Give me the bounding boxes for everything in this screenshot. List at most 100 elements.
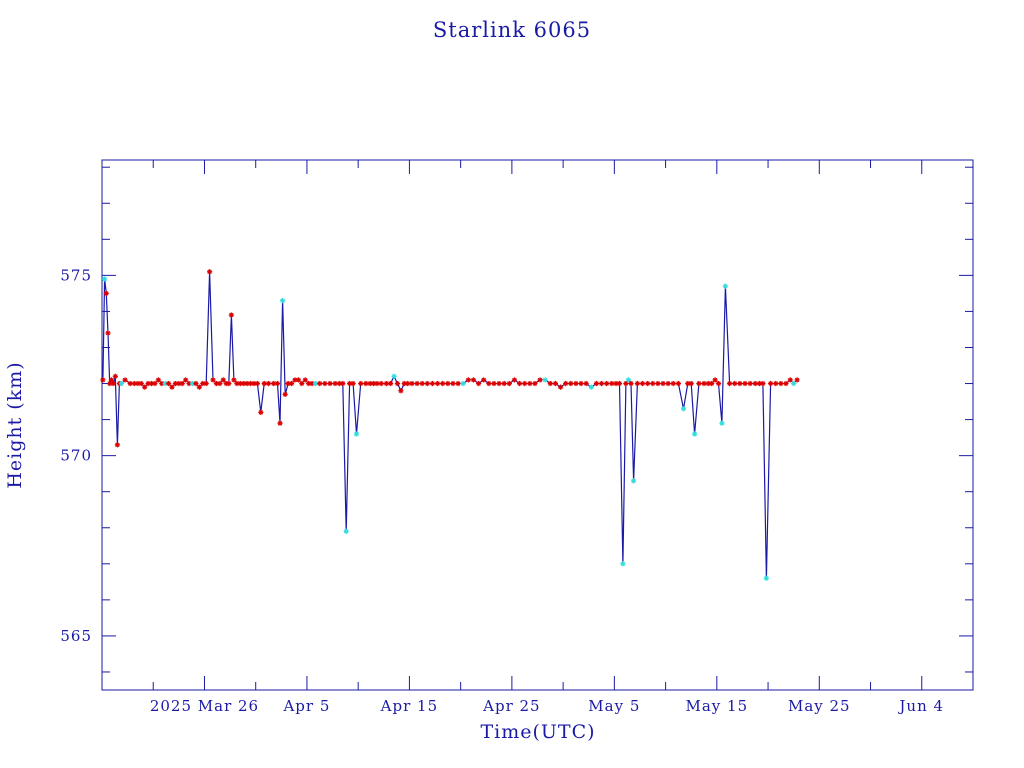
data-point	[378, 380, 384, 387]
data-point	[254, 380, 261, 387]
data-point	[542, 377, 548, 383]
data-point	[228, 312, 234, 318]
data-point	[358, 380, 364, 387]
data-point	[414, 380, 420, 387]
data-point	[445, 380, 451, 387]
data-point	[131, 380, 138, 387]
data-point	[114, 442, 120, 448]
data-point	[110, 380, 116, 387]
data-point	[353, 431, 360, 437]
data-point	[737, 380, 743, 387]
data-point	[317, 380, 323, 387]
data-point	[630, 478, 637, 484]
y-axis-label: Height (km)	[4, 361, 26, 488]
y-tick-label: 570	[60, 447, 92, 465]
data-point	[491, 380, 497, 387]
data-point	[409, 380, 415, 387]
data-point	[604, 380, 610, 387]
data-point	[675, 380, 681, 387]
data-point	[639, 380, 646, 387]
data-point	[401, 380, 407, 387]
data-point	[527, 380, 533, 387]
x-tick-label: Apr 15	[380, 697, 438, 715]
data-point	[486, 380, 492, 387]
x-axis: 2025 Mar 26 Apr 5 Apr 15 Apr 25 May 5 May 15 M…	[150, 160, 974, 715]
data-point	[794, 377, 800, 383]
x-tick-label: May 15	[686, 697, 749, 715]
data-point	[350, 380, 356, 387]
data-point	[660, 380, 666, 387]
data-point	[760, 380, 766, 387]
data-point	[557, 384, 564, 390]
data-point	[231, 377, 237, 383]
height-line	[102, 271, 798, 579]
data-point	[108, 377, 114, 383]
data-point	[103, 290, 109, 297]
data-point	[522, 380, 528, 387]
data-point	[742, 380, 748, 387]
data-point	[616, 380, 623, 387]
data-point	[470, 377, 477, 383]
data-point	[135, 380, 141, 387]
data-point	[100, 377, 106, 383]
data-point	[105, 330, 111, 336]
data-point	[696, 380, 702, 387]
data-point	[142, 384, 148, 390]
data-point	[787, 377, 793, 383]
data-point	[394, 380, 401, 387]
data-point	[778, 380, 784, 387]
data-point	[155, 377, 161, 383]
data-point	[623, 380, 629, 387]
x-tick-label: 2025 Mar 26	[150, 697, 259, 715]
data-point	[634, 380, 641, 387]
data-point	[583, 380, 589, 387]
data-point	[295, 377, 302, 383]
data-point	[206, 269, 213, 275]
data-point	[715, 380, 722, 387]
data-point	[118, 380, 125, 387]
data-point	[419, 380, 425, 387]
data-point	[258, 409, 264, 415]
data-point	[552, 380, 559, 387]
data-point	[773, 380, 779, 387]
data-point	[588, 384, 594, 390]
data-point	[302, 377, 308, 383]
data-point	[277, 420, 283, 426]
data-point	[280, 298, 286, 304]
data-point	[398, 388, 404, 394]
data-point	[709, 380, 715, 387]
data-point	[213, 380, 220, 387]
data-point	[732, 380, 738, 387]
data-point	[309, 380, 315, 387]
data-point	[791, 380, 797, 387]
x-tick-label: Apr 5	[282, 697, 330, 715]
data-point	[511, 377, 518, 383]
series-height	[102, 271, 798, 579]
data-point	[455, 380, 461, 387]
data-point	[496, 380, 502, 387]
data-point	[506, 380, 512, 387]
data-point	[220, 377, 226, 383]
data-point	[440, 380, 446, 387]
data-point	[645, 380, 651, 387]
data-point	[388, 380, 394, 387]
data-point	[226, 380, 232, 387]
data-point	[343, 528, 349, 534]
data-point	[196, 384, 202, 390]
y-axis: 565 570 575	[60, 166, 973, 673]
data-point	[532, 380, 538, 387]
data-point	[122, 377, 128, 383]
data-point	[217, 380, 223, 387]
data-point	[138, 380, 144, 387]
data-point	[172, 380, 179, 387]
y-tick-label: 565	[60, 627, 92, 645]
data-point	[265, 380, 272, 387]
data-point	[189, 380, 196, 387]
data-point	[434, 380, 441, 387]
data-point	[112, 373, 118, 379]
data-point	[299, 380, 305, 387]
data-point	[563, 380, 569, 387]
data-point	[322, 380, 328, 387]
data-point	[747, 380, 753, 387]
data-point	[628, 380, 634, 387]
